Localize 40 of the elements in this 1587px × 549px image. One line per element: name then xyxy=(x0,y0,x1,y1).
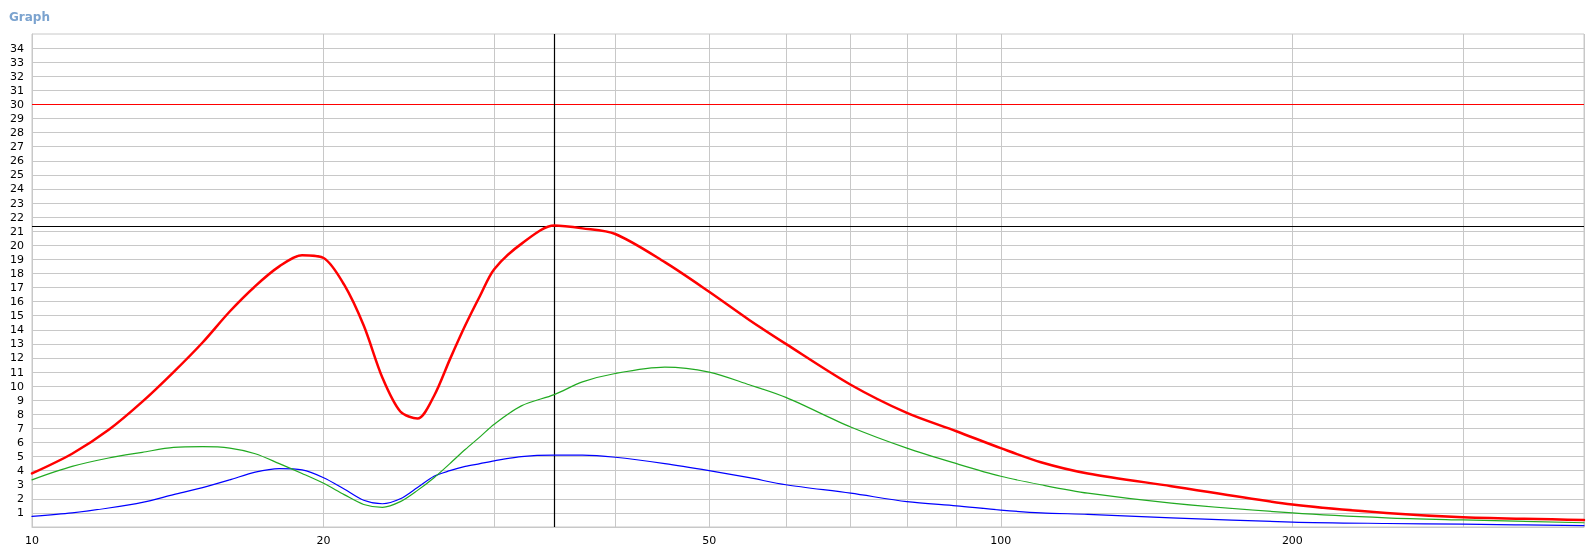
chart-title: Graph xyxy=(9,10,50,24)
y-tick-label: 32 xyxy=(10,69,24,83)
y-tick-label: 19 xyxy=(10,252,24,266)
y-tick-label: 28 xyxy=(10,126,24,140)
y-tick-label: 24 xyxy=(10,182,24,196)
y-tick-label: 14 xyxy=(10,323,24,337)
y-tick-label: 5 xyxy=(17,450,24,464)
y-tick-label: 17 xyxy=(10,281,24,295)
y-tick-label: 23 xyxy=(10,196,24,210)
y-tick-label: 34 xyxy=(10,41,24,55)
y-tick-label: 33 xyxy=(10,55,24,69)
x-tick-label: 100 xyxy=(990,534,1012,547)
y-tick-label: 13 xyxy=(10,337,24,351)
y-tick-label: 31 xyxy=(10,83,24,97)
y-tick-label: 29 xyxy=(10,112,24,126)
y-tick-label: 8 xyxy=(17,407,24,421)
y-tick-label: 2 xyxy=(17,492,24,506)
x-tick-label: 10 xyxy=(25,534,39,547)
y-tick-label: 9 xyxy=(17,393,24,407)
y-tick-label: 21 xyxy=(10,224,24,238)
y-tick-label: 4 xyxy=(17,464,24,478)
x-tick-label: 200 xyxy=(1281,534,1303,547)
y-tick-label: 1 xyxy=(17,506,24,520)
y-tick-label: 30 xyxy=(10,97,24,111)
y-tick-label: 7 xyxy=(17,421,24,435)
y-tick-label: 16 xyxy=(10,295,24,309)
y-tick-label: 10 xyxy=(10,379,24,393)
x-tick-label: 20 xyxy=(316,534,331,547)
y-tick-label: 6 xyxy=(17,435,24,449)
y-tick-label: 18 xyxy=(10,266,24,280)
y-tick-label: 20 xyxy=(10,238,24,252)
y-tick-label: 3 xyxy=(17,478,24,492)
y-tick-label: 12 xyxy=(10,351,24,365)
y-tick-label: 25 xyxy=(10,168,24,182)
y-tick-label: 26 xyxy=(10,154,24,168)
y-tick-label: 22 xyxy=(10,210,24,224)
y-tick-label: 27 xyxy=(10,140,24,154)
y-tick-label: 11 xyxy=(10,365,24,379)
y-tick-label: 15 xyxy=(10,309,24,323)
x-tick-label: 50 xyxy=(702,534,717,547)
